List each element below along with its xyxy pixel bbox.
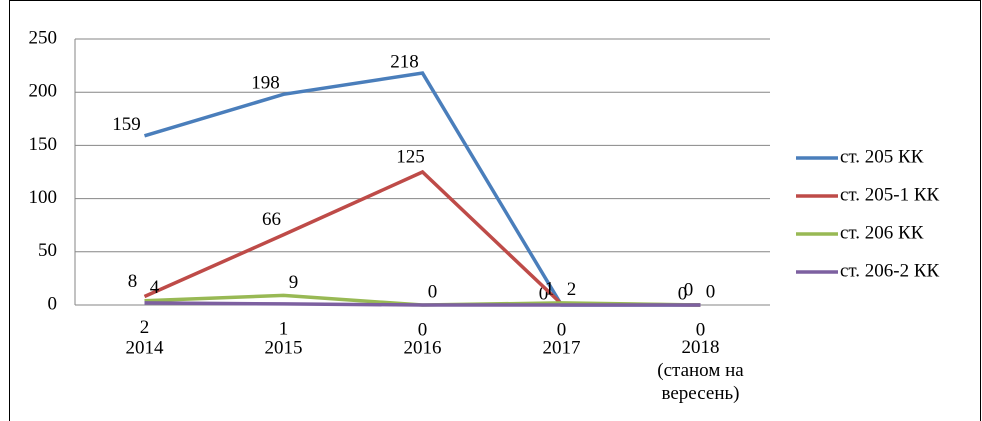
y-tick-label: 0 [48, 293, 58, 314]
x-tick-label: 2016 [404, 337, 442, 358]
y-tick-label: 50 [38, 240, 57, 261]
data-label: 66 [262, 209, 281, 230]
series-line [144, 301, 701, 307]
y-tick-label: 250 [29, 27, 58, 48]
data-label: 0 [678, 283, 688, 304]
legend-label: ст. 206-2 КК [840, 260, 940, 281]
data-label: 8 [128, 271, 138, 292]
data-label: 1 [545, 278, 555, 299]
series-line [143, 169, 701, 307]
legend-label: ст. 206 КК [840, 222, 924, 243]
data-label: 0 [684, 279, 694, 300]
data-label: 0 [706, 281, 716, 302]
data-label: 0 [418, 319, 428, 340]
data-label: 0 [428, 281, 438, 302]
data-label: 4 [150, 277, 160, 298]
data-label: 1 [279, 318, 289, 339]
y-tick-label: 200 [29, 81, 58, 102]
data-label: 0 [696, 319, 706, 340]
legend-label: ст. 205-1 КК [840, 184, 940, 205]
series-line [143, 71, 701, 307]
x-tick-label: 2014 [126, 337, 165, 358]
data-label: 125 [396, 146, 425, 167]
data-label: 2 [567, 279, 577, 300]
legend-label: ст. 205 КК [840, 146, 924, 167]
x-tick-label: 2018 (станом на вересень) [657, 337, 744, 404]
chart-border [9, 0, 981, 421]
data-label: 198 [251, 73, 280, 94]
data-label: 9 [289, 272, 299, 293]
y-tick-label: 100 [29, 187, 58, 208]
data-label: 159 [112, 114, 141, 135]
data-label: 2 [140, 317, 150, 338]
data-label: 0 [557, 319, 567, 340]
data-label: 0 [539, 283, 549, 304]
y-tick-label: 150 [29, 134, 58, 155]
x-tick-label: 2015 [265, 337, 303, 358]
x-tick-label: 2017 [543, 337, 581, 358]
data-label: 218 [390, 51, 419, 72]
